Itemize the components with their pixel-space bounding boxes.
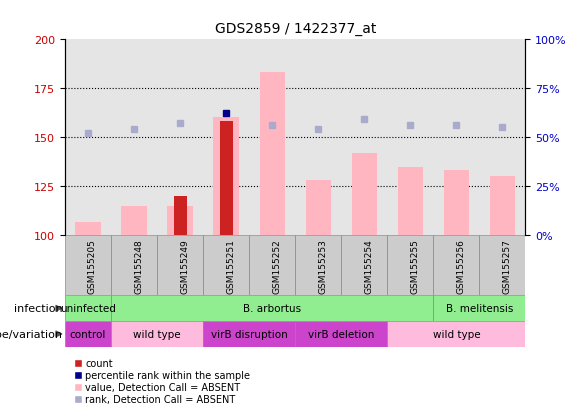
Bar: [341, 40, 388, 236]
Text: B. arbortus: B. arbortus: [243, 304, 301, 313]
Bar: [203, 321, 295, 347]
Text: virB disruption: virB disruption: [211, 329, 288, 339]
Bar: [444, 171, 469, 236]
Bar: [203, 40, 249, 236]
Title: GDS2859 / 1422377_at: GDS2859 / 1422377_at: [215, 22, 376, 36]
Bar: [214, 118, 239, 236]
Bar: [75, 222, 101, 236]
Text: control: control: [70, 329, 106, 339]
Text: GSM155257: GSM155257: [502, 239, 511, 294]
Text: GSM155255: GSM155255: [410, 239, 419, 294]
Text: GSM155205: GSM155205: [88, 239, 97, 294]
Bar: [65, 236, 111, 296]
Bar: [111, 236, 157, 296]
Bar: [173, 197, 186, 236]
Bar: [295, 321, 387, 347]
Bar: [220, 122, 233, 236]
Bar: [295, 40, 341, 236]
Text: B. melitensis: B. melitensis: [446, 304, 513, 313]
Text: GSM155251: GSM155251: [226, 239, 235, 294]
Bar: [479, 236, 525, 296]
Bar: [203, 236, 249, 296]
Text: GSM155256: GSM155256: [457, 239, 466, 294]
Bar: [65, 321, 111, 347]
Legend: count, percentile rank within the sample, value, Detection Call = ABSENT, rank, : count, percentile rank within the sample…: [70, 355, 254, 408]
Bar: [479, 40, 525, 236]
Bar: [433, 296, 525, 321]
Bar: [65, 296, 111, 321]
Text: wild type: wild type: [133, 329, 181, 339]
Bar: [341, 236, 388, 296]
Bar: [157, 40, 203, 236]
Bar: [249, 40, 295, 236]
Bar: [398, 167, 423, 236]
Text: wild type: wild type: [433, 329, 480, 339]
Bar: [388, 236, 433, 296]
Text: GSM155249: GSM155249: [180, 239, 189, 293]
Text: genotype/variation: genotype/variation: [0, 329, 62, 339]
Bar: [167, 206, 193, 236]
Text: uninfected: uninfected: [60, 304, 116, 313]
Bar: [433, 40, 479, 236]
Text: GSM155254: GSM155254: [364, 239, 373, 293]
Bar: [121, 206, 147, 236]
Bar: [259, 73, 285, 236]
Bar: [433, 236, 479, 296]
Text: infection: infection: [14, 304, 62, 313]
Text: GSM155248: GSM155248: [134, 239, 143, 293]
Bar: [388, 321, 525, 347]
Bar: [388, 40, 433, 236]
Bar: [157, 236, 203, 296]
Text: GSM155252: GSM155252: [272, 239, 281, 293]
Bar: [295, 236, 341, 296]
Bar: [111, 321, 203, 347]
Bar: [490, 177, 515, 236]
Bar: [111, 296, 433, 321]
Text: virB deletion: virB deletion: [308, 329, 375, 339]
Bar: [65, 40, 111, 236]
Bar: [351, 153, 377, 236]
Text: GSM155253: GSM155253: [318, 239, 327, 294]
Bar: [306, 181, 331, 236]
Bar: [111, 40, 157, 236]
Bar: [249, 236, 295, 296]
